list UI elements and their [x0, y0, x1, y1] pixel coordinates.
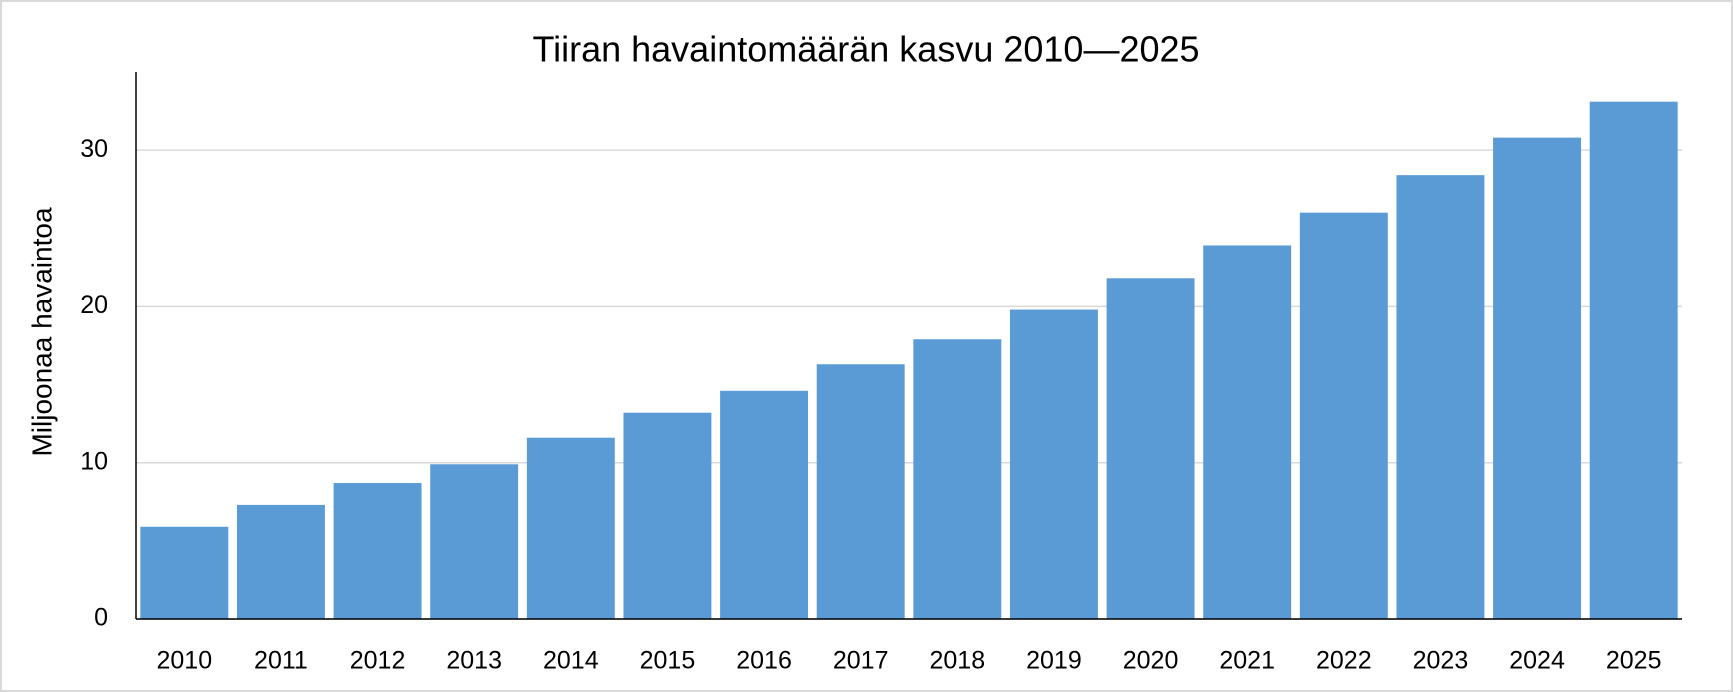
bar — [1589, 101, 1678, 620]
x-tick-label: 2018 — [930, 647, 986, 675]
y-tick-label: 10 — [80, 447, 108, 475]
x-tick-label: 2021 — [1219, 647, 1275, 675]
bar — [1106, 278, 1195, 619]
bar — [816, 364, 905, 619]
bar — [430, 464, 519, 619]
x-tick-label: 2019 — [1026, 647, 1082, 675]
x-tick-label: 2014 — [543, 647, 599, 675]
bar — [333, 483, 422, 619]
bar — [1203, 245, 1292, 619]
bar — [1299, 212, 1388, 619]
x-tick-label: 2017 — [833, 647, 889, 675]
x-tick-label: 2012 — [350, 647, 406, 675]
bar — [526, 437, 615, 619]
y-tick-label: 20 — [80, 291, 108, 319]
x-tick-label: 2020 — [1123, 647, 1179, 675]
bar — [1396, 175, 1485, 620]
x-tick-label: 2013 — [446, 647, 502, 675]
y-tick-label: 0 — [94, 604, 108, 632]
bar — [1493, 137, 1582, 619]
x-tick-label: 2016 — [736, 647, 792, 675]
bar — [140, 526, 229, 619]
bar — [236, 504, 325, 619]
x-tick-label: 2024 — [1509, 647, 1565, 675]
x-tick-label: 2010 — [157, 647, 213, 675]
x-tick-label: 2015 — [640, 647, 696, 675]
x-tick-label: 2023 — [1413, 647, 1469, 675]
x-tick-label: 2011 — [254, 647, 308, 675]
chart-title: Tiiran havaintomäärän kasvu 2010—2025 — [532, 29, 1199, 70]
bar — [623, 412, 712, 619]
y-axis-label: Miljoonaa havaintoa — [26, 207, 57, 456]
x-tick-label: 2025 — [1606, 647, 1662, 675]
bar — [1009, 309, 1098, 619]
bar — [720, 390, 809, 619]
y-tick-label: 30 — [80, 135, 108, 163]
x-tick-label: 2022 — [1316, 647, 1372, 675]
bar — [913, 339, 1002, 619]
